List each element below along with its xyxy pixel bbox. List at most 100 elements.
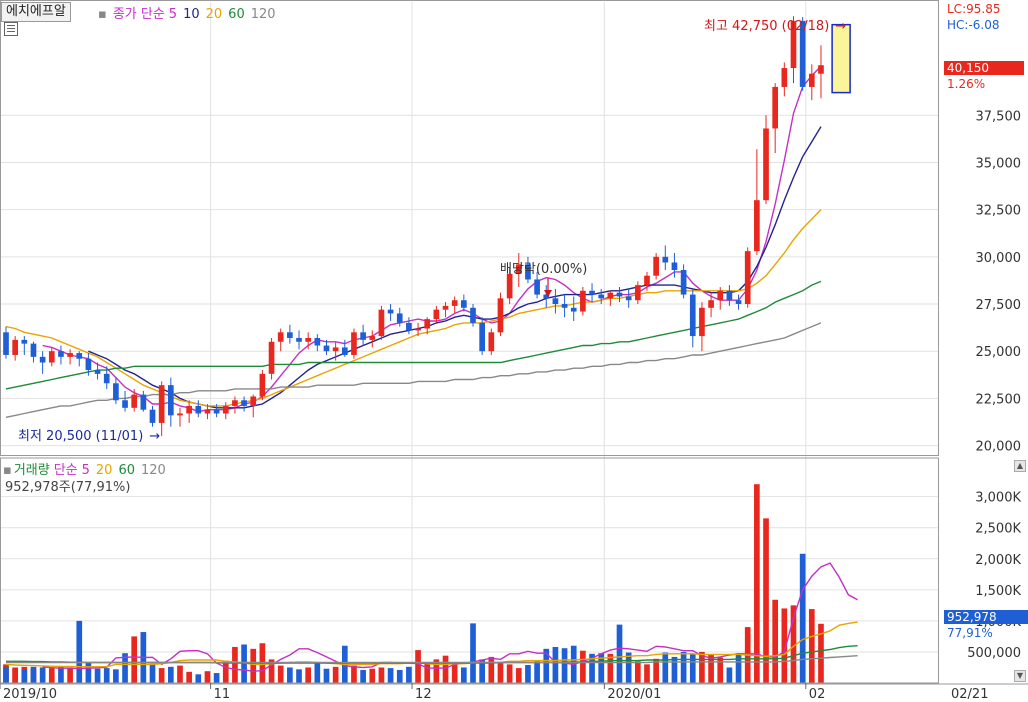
volume-bar <box>85 662 92 683</box>
candle-body <box>305 337 312 342</box>
vma60-label: 60 <box>118 463 135 478</box>
candle-body <box>433 309 440 320</box>
volume-bar <box>497 663 504 683</box>
arrow-right-icon: → <box>149 429 161 444</box>
ma60-line <box>5 280 822 390</box>
hc-readout: HC:-6.08 <box>947 18 1000 32</box>
volume-bar <box>39 667 46 683</box>
ma5-line <box>42 65 822 413</box>
price-tick-label: 30,000 <box>976 251 1022 266</box>
table-toggle-icon[interactable] <box>4 22 18 36</box>
candle-body <box>76 353 83 359</box>
candle-body <box>48 351 55 363</box>
volume-bar <box>671 656 678 683</box>
candle-body <box>158 385 165 423</box>
stock-name-button[interactable]: 에치에프알 <box>1 2 71 22</box>
candle-body <box>570 307 577 312</box>
candle-body <box>103 373 110 384</box>
volume-bar <box>195 674 202 683</box>
candle-body <box>177 413 183 416</box>
volume-bar <box>772 599 779 683</box>
candle-body <box>314 337 321 346</box>
candle-body <box>671 262 678 271</box>
change-percent-tag: 1.26% <box>947 77 986 91</box>
volume-indicator-label[interactable]: 거래량 <box>13 463 50 478</box>
volume-bar <box>442 655 449 683</box>
high-annotation-label: 최고 42,750 (02/18) <box>704 19 830 34</box>
volume-tick-label: 3,000K <box>975 491 1021 506</box>
x-tick-label: 11 <box>214 687 231 702</box>
candle-body <box>808 73 815 87</box>
candle-body <box>396 313 403 323</box>
volume-bar <box>634 661 641 683</box>
annotations <box>544 278 552 297</box>
volume-bar <box>470 623 476 683</box>
volume-bar <box>48 668 55 683</box>
price-indicator-label[interactable]: 종가 단순 <box>112 7 165 22</box>
candle-body <box>680 270 687 295</box>
scroll-down-icon[interactable]: ▼ <box>1014 670 1026 682</box>
candle-body <box>406 322 412 331</box>
current-volume-tag: 952,978 <box>944 610 1028 624</box>
volume-bar <box>222 660 229 683</box>
vma5-line <box>42 562 858 672</box>
candle-body <box>241 400 247 406</box>
candle-body <box>818 65 824 74</box>
x-tick-label: 2019/10 <box>3 687 57 702</box>
volume-bar <box>763 518 769 683</box>
candle-body <box>296 337 302 342</box>
volume-bar <box>552 646 559 683</box>
volume-bar <box>754 484 760 683</box>
volume-summary: 952,978주(77,91%) <box>5 480 131 495</box>
volume-bar <box>21 669 28 683</box>
candle-body <box>497 298 504 333</box>
scroll-up-icon[interactable]: ▲ <box>1014 460 1026 472</box>
candle-body <box>653 256 659 276</box>
candle-body <box>772 86 779 129</box>
vma5-label: 5 <box>81 463 90 478</box>
candle-body <box>186 405 192 414</box>
volume-bar <box>607 653 614 683</box>
today-placeholder-box <box>831 23 851 94</box>
volume-bar <box>158 668 165 683</box>
candle-body <box>717 290 724 301</box>
candle-body <box>332 347 339 352</box>
volume-bar <box>580 650 586 683</box>
volume-bar <box>296 669 302 683</box>
candle-body <box>67 353 73 357</box>
volume-bar <box>323 668 330 683</box>
volume-bar <box>232 646 238 683</box>
candle-body <box>607 292 614 299</box>
current-price-tag: 40,150 <box>944 61 1024 75</box>
dividend-annotation: 배당락(0.00%) <box>500 262 588 277</box>
volume-bar <box>653 658 659 683</box>
ma5-label: 5 <box>168 7 178 22</box>
volume-bar <box>598 653 605 683</box>
price-candles <box>3 16 851 437</box>
price-tick-label: 35,000 <box>976 156 1022 171</box>
candle-body <box>341 347 348 355</box>
volume-bar <box>790 605 797 683</box>
price-tick-label: 20,000 <box>976 440 1022 455</box>
volume-bar <box>424 663 431 683</box>
vma120-label: 120 <box>141 463 166 478</box>
volume-panel-frame <box>0 457 939 684</box>
candle-body <box>195 405 202 414</box>
ma120-line <box>5 322 822 418</box>
volume-bar <box>76 620 83 683</box>
candle-body <box>470 307 476 323</box>
volume-bar <box>680 651 687 683</box>
low-annotation-label: 최저 20,500 (11/01) <box>18 429 144 444</box>
volume-ma-label: 단순 <box>53 463 78 478</box>
volume-bar <box>479 659 485 683</box>
candle-body <box>140 394 147 410</box>
volume-bar <box>3 666 9 683</box>
candle-body <box>415 328 421 331</box>
volume-bar <box>616 624 623 683</box>
candle-body <box>488 332 495 352</box>
candle-body <box>598 294 605 299</box>
volume-grid <box>0 496 938 653</box>
volume-bar <box>131 636 138 683</box>
ma20-label: 20 <box>205 7 223 22</box>
